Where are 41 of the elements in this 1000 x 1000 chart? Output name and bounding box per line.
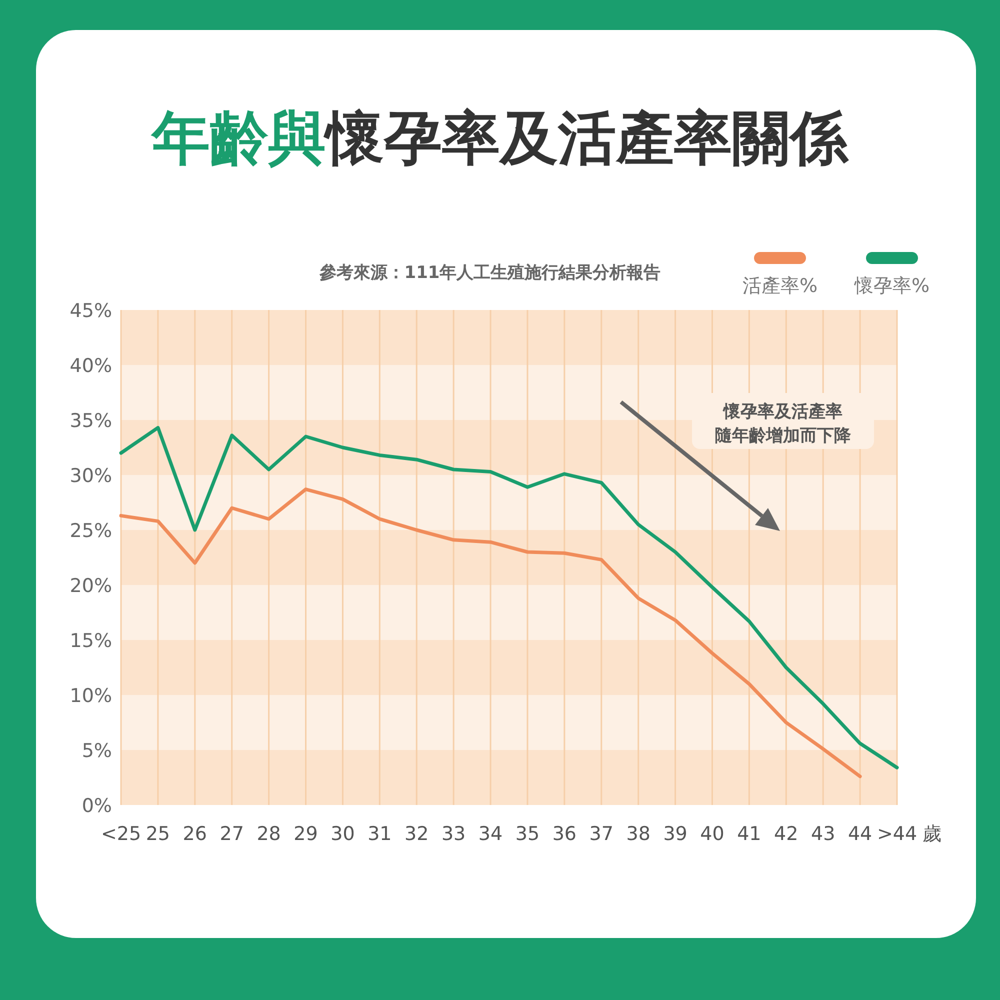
annotation: 懷孕率及活產率 bbox=[722, 402, 842, 422]
y-tick-label: 10% bbox=[70, 685, 112, 707]
x-tick-label: 37 bbox=[589, 823, 614, 845]
x-tick-label: 26 bbox=[182, 823, 207, 845]
y-tick-label: 45% bbox=[70, 300, 112, 322]
x-tick-label: 32 bbox=[404, 823, 429, 845]
legend-label: 懷孕率% bbox=[853, 275, 930, 297]
x-tick-label: 29 bbox=[294, 823, 318, 845]
x-tick-label: 34 bbox=[478, 823, 503, 845]
line-series bbox=[119, 426, 899, 770]
x-tick-label: 43 bbox=[811, 823, 836, 845]
x-tick-label: 27 bbox=[220, 823, 244, 845]
y-tick-label: 30% bbox=[70, 465, 112, 487]
x-tick-label: 39 bbox=[663, 823, 688, 845]
x-tick-label: 25 bbox=[146, 823, 170, 845]
y-tick-label: 35% bbox=[70, 410, 112, 432]
text: 參考來源：111年人工生殖施行結果分析報告 bbox=[318, 263, 661, 283]
x-tick-label: <25 bbox=[100, 823, 142, 845]
line-series bbox=[119, 488, 862, 778]
x-tick-label: 33 bbox=[441, 823, 466, 845]
annotation: 隨年齡增加而下降 bbox=[715, 426, 852, 446]
x-tick-label: >44 bbox=[876, 823, 918, 845]
x-tick-label: 41 bbox=[737, 823, 762, 845]
x-tick-label: 35 bbox=[515, 823, 540, 845]
y-tick-label: 15% bbox=[70, 630, 112, 652]
x-tick-label: 40 bbox=[700, 823, 724, 845]
x-tick-label: 36 bbox=[552, 823, 577, 845]
chart-title: 年齡與懷孕率及活產率關係 bbox=[150, 104, 849, 172]
y-tick-label: 25% bbox=[70, 520, 112, 542]
x-tick-label: 42 bbox=[774, 823, 798, 845]
legend-label: 活產率% bbox=[742, 275, 818, 297]
x-tick-label: 44 bbox=[848, 823, 872, 845]
x-tick-label: 38 bbox=[626, 823, 650, 845]
y-tick-label: 20% bbox=[70, 575, 112, 597]
x-tick-label: 31 bbox=[368, 823, 392, 845]
x-tick-label: 30 bbox=[330, 823, 355, 845]
y-tick-label: 40% bbox=[70, 355, 112, 377]
y-tick-label: 0% bbox=[82, 795, 112, 817]
x-tick-label: 28 bbox=[256, 823, 281, 845]
x-axis-title: 歲 bbox=[922, 823, 942, 845]
y-tick-label: 5% bbox=[82, 740, 112, 762]
